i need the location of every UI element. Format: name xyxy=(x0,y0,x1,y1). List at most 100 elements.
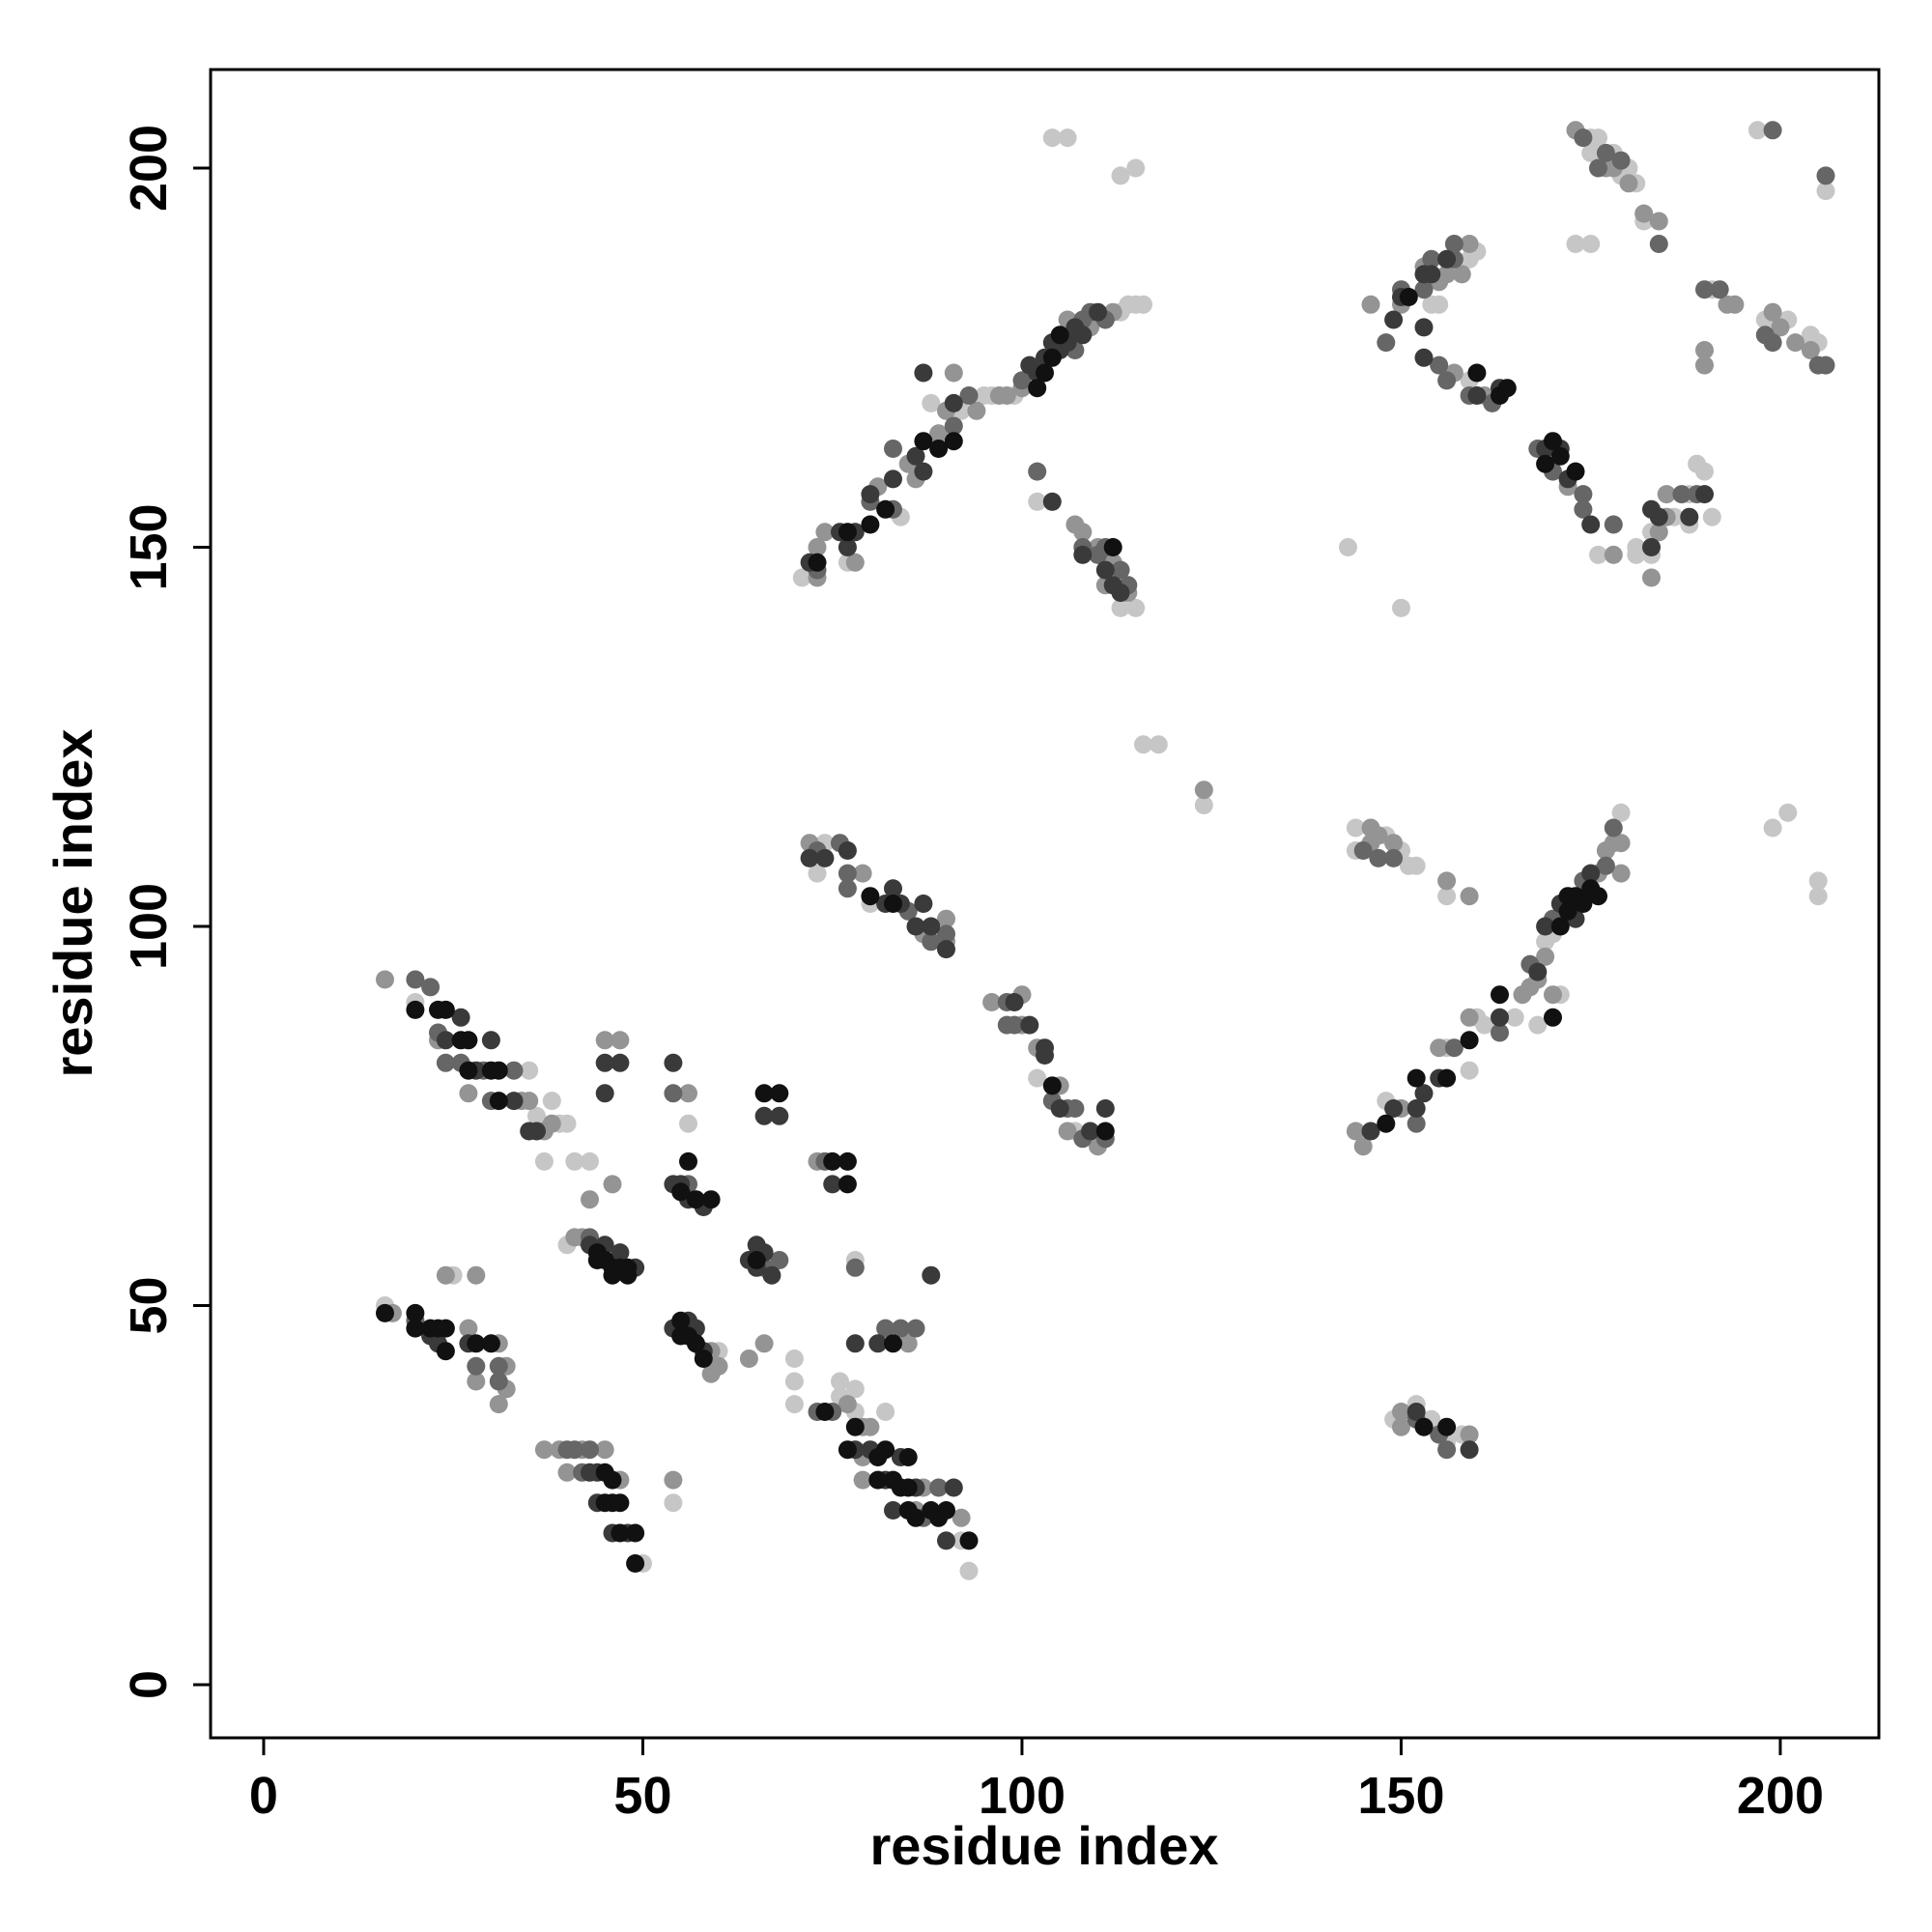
contact-point xyxy=(884,1334,902,1353)
contact-point xyxy=(1604,545,1623,564)
contact-point xyxy=(1399,288,1418,306)
contact-point xyxy=(611,1493,630,1513)
contact-point xyxy=(1346,1122,1365,1141)
contact-point xyxy=(1437,1068,1457,1088)
contact-point xyxy=(679,1151,697,1171)
contact-point xyxy=(481,1334,500,1353)
contact-point xyxy=(1611,803,1631,822)
contact-point xyxy=(1414,348,1434,367)
contact-point xyxy=(845,1334,865,1353)
x-axis: 0 50 100 150 200 xyxy=(249,1738,1824,1825)
y-tick-label: 200 xyxy=(120,125,178,212)
contact-point xyxy=(929,424,949,443)
contact-point xyxy=(1747,121,1767,140)
y-tick-label: 150 xyxy=(120,503,178,590)
contact-point xyxy=(406,970,425,989)
contact-point xyxy=(1460,1425,1479,1444)
contact-point xyxy=(686,1334,705,1353)
contact-point xyxy=(1604,515,1623,534)
contact-point xyxy=(1346,818,1365,838)
contact-point xyxy=(1414,1417,1434,1436)
contact-point xyxy=(1353,1137,1373,1156)
contact-point xyxy=(1460,235,1479,253)
contact-point xyxy=(557,1114,577,1133)
contact-point xyxy=(520,1092,539,1111)
contact-point xyxy=(1695,355,1714,375)
contact-point xyxy=(504,1092,524,1111)
contact-point xyxy=(838,864,857,883)
contact-point xyxy=(815,848,835,867)
contact-point xyxy=(1414,318,1434,337)
contact-point xyxy=(1642,568,1661,587)
contact-point xyxy=(436,1342,455,1361)
contact-point xyxy=(861,887,880,906)
contact-point xyxy=(1437,1440,1457,1460)
contact-point xyxy=(1384,1099,1404,1118)
contact-point xyxy=(1695,462,1714,481)
y-tick-label: 50 xyxy=(120,1276,178,1334)
contact-point xyxy=(1430,1038,1449,1058)
contact-point xyxy=(838,1440,857,1460)
contact-point xyxy=(884,1501,902,1520)
contact-point xyxy=(1566,462,1585,481)
contact-point xyxy=(1816,182,1835,201)
contact-point xyxy=(1642,538,1661,556)
contact-point xyxy=(1808,887,1828,906)
contact-point xyxy=(1544,432,1562,451)
contact-point xyxy=(1444,1038,1463,1058)
contact-point xyxy=(436,1319,455,1338)
y-tick-label: 100 xyxy=(120,883,178,970)
contact-point xyxy=(1574,128,1593,148)
contact-point xyxy=(959,1561,979,1580)
contact-point xyxy=(1589,158,1607,178)
contact-point xyxy=(838,879,857,898)
contact-point xyxy=(1763,302,1782,322)
contact-point xyxy=(618,1265,638,1285)
contact-point xyxy=(1460,1031,1479,1050)
contact-point xyxy=(1460,1440,1479,1460)
contact-point xyxy=(459,1084,478,1103)
y-tick-label: 0 xyxy=(120,1670,178,1699)
contact-point xyxy=(792,568,811,587)
contact-point xyxy=(1414,280,1434,299)
contact-point xyxy=(1611,864,1631,883)
contact-point xyxy=(1695,280,1714,299)
contact-point xyxy=(603,1175,622,1194)
contact-point xyxy=(1816,355,1835,375)
contact-point xyxy=(914,895,933,913)
contact-point xyxy=(467,1334,486,1353)
contact-point xyxy=(1695,341,1714,359)
contact-point xyxy=(838,523,857,542)
contact-point xyxy=(1771,318,1790,337)
contact-point xyxy=(1134,735,1152,754)
contact-point xyxy=(489,1395,508,1414)
contact-point xyxy=(1430,295,1449,314)
contact-point xyxy=(1384,834,1404,853)
contact-point xyxy=(853,1470,872,1490)
contact-point xyxy=(1369,826,1388,845)
contact-point xyxy=(1042,128,1062,148)
contact-point xyxy=(1460,1008,1479,1027)
contact-point xyxy=(906,1508,925,1527)
contact-point xyxy=(1649,507,1668,526)
contact-point xyxy=(1581,864,1601,883)
contact-point xyxy=(1089,302,1107,322)
contact-point xyxy=(467,1356,486,1376)
contact-point xyxy=(436,1053,455,1072)
contact-point xyxy=(937,940,955,959)
contact-point xyxy=(784,1372,804,1391)
contact-point xyxy=(406,1000,425,1019)
contact-point xyxy=(534,1151,554,1171)
contact-point xyxy=(436,1000,455,1019)
contact-point xyxy=(959,386,979,405)
contact-point xyxy=(1452,265,1471,284)
contact-point xyxy=(1103,538,1122,556)
contact-point xyxy=(1095,1099,1115,1118)
contact-point xyxy=(1194,781,1213,800)
contact-point xyxy=(1073,326,1093,345)
contact-point xyxy=(1581,235,1601,253)
contact-point xyxy=(1437,1417,1457,1436)
contact-point xyxy=(823,1175,842,1194)
contact-point xyxy=(1589,545,1607,564)
contact-point xyxy=(944,393,963,412)
